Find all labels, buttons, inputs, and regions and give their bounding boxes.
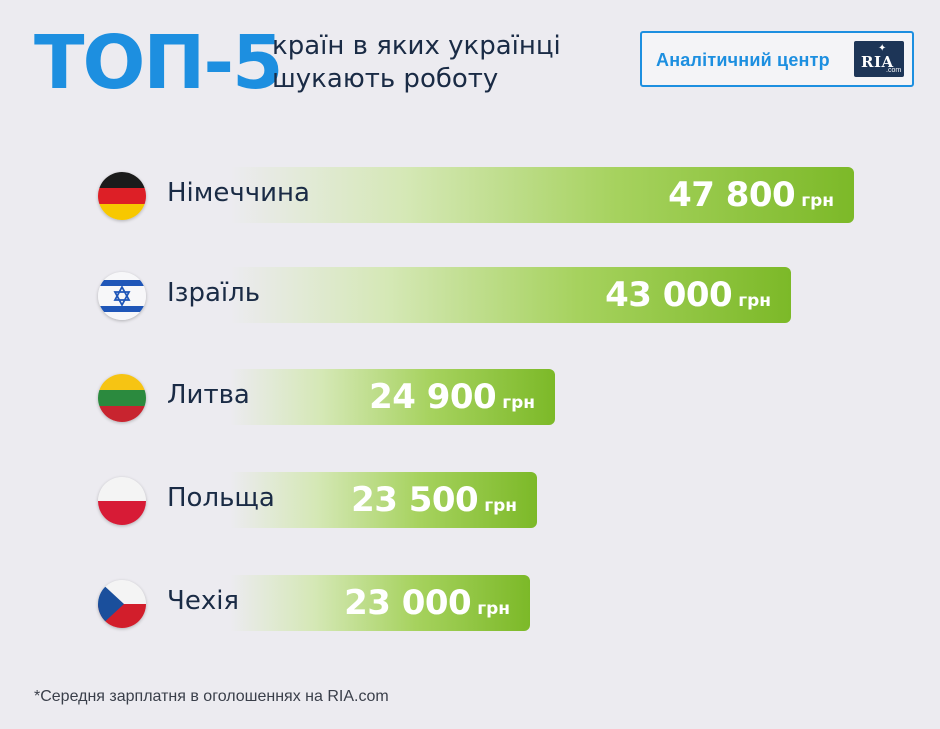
bar-value-unit: грн (502, 393, 535, 413)
israel-flag-icon (98, 272, 146, 320)
country-label: Німеччина (167, 178, 310, 208)
bar-value-unit: грн (477, 599, 510, 619)
bar-value-number: 24 900 (369, 377, 497, 417)
bar: 47 800 грн (230, 167, 854, 223)
bar-value-number: 23 500 (351, 480, 479, 520)
country-label: Литва (167, 380, 250, 410)
country-label: Чехія (167, 586, 240, 616)
country-label: Польща (167, 483, 275, 513)
chart-row: 24 900 грн Литва (0, 369, 940, 425)
bar: 43 000 грн (230, 267, 791, 323)
bar-value-label: 23 500 грн (351, 480, 517, 520)
ria-logo-text: RIA (861, 53, 894, 71)
footnote: *Середня зарплатня в оголошеннях на RIA.… (34, 688, 389, 705)
analytics-center-label: Аналітичний центр (656, 50, 830, 70)
bar-value-label: 43 000 грн (605, 275, 771, 315)
bar-value-label: 24 900 грн (369, 377, 535, 417)
bar-value-number: 47 800 (668, 175, 796, 215)
chart-row: 23 500 грн Польща (0, 472, 940, 528)
ria-logo-suffix: .com (886, 67, 902, 74)
bar-value-label: 23 000 грн (344, 583, 510, 623)
analytics-center-badge: Аналітичний центр ✦ RIA .com (640, 31, 914, 87)
germany-flag-icon (98, 172, 146, 220)
bar-value-unit: грн (801, 191, 834, 211)
chart-row: 23 000 грн Чехія (0, 575, 940, 631)
bar-value-unit: грн (484, 496, 517, 516)
subtitle-line-2: шукають роботу (272, 64, 499, 94)
country-label: Ізраїль (167, 278, 261, 308)
ria-logo-icon: ✦ RIA .com (854, 41, 904, 77)
bar: 23 000 грн (230, 575, 530, 631)
chart-row: 43 000 грн Ізраїль (0, 267, 940, 323)
chart-row: 47 800 грн Німеччина (0, 167, 940, 223)
bar-value-number: 43 000 (605, 275, 733, 315)
lithuania-flag-icon (98, 374, 146, 422)
bar-value-number: 23 000 (344, 583, 472, 623)
ria-star-icon: ✦ (878, 43, 887, 54)
bar-value-label: 47 800 грн (668, 175, 834, 215)
czechia-flag-icon (98, 580, 146, 628)
page-subtitle: країн в яких українці шукають роботу (272, 30, 602, 96)
bar: 23 500 грн (230, 472, 537, 528)
page-title: ТОП-5 (34, 20, 284, 106)
subtitle-line-1: країн в яких українці (272, 31, 561, 61)
bar: 24 900 грн (230, 369, 555, 425)
poland-flag-icon (98, 477, 146, 525)
bar-value-unit: грн (738, 291, 771, 311)
